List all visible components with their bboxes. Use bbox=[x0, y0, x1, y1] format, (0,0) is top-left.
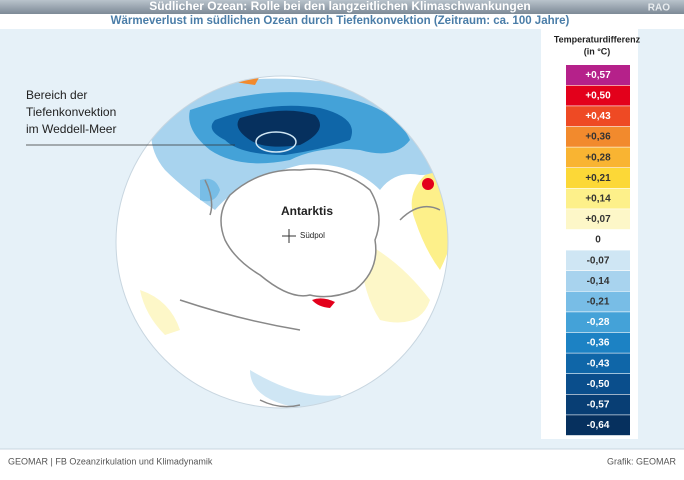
title-bar bbox=[0, 0, 684, 14]
legend-swatch bbox=[566, 106, 630, 127]
legend-label: -0,50 bbox=[587, 379, 610, 390]
legend-swatch bbox=[566, 85, 630, 106]
legend-label: 0 bbox=[595, 235, 601, 246]
pole-label: Südpol bbox=[300, 231, 325, 240]
legend-swatch bbox=[566, 250, 630, 271]
subtitle: Wärmeverlust im südlichen Ozean durch Ti… bbox=[111, 15, 570, 27]
tag: RAO bbox=[648, 3, 670, 14]
legend-title: Temperaturdifferenz bbox=[554, 34, 641, 44]
legend-label: +0,14 bbox=[585, 194, 611, 205]
legend-label: +0,07 bbox=[585, 214, 611, 225]
legend-label: -0,36 bbox=[587, 338, 610, 349]
legend-swatch bbox=[566, 65, 630, 85]
map bbox=[116, 76, 448, 408]
legend-swatch bbox=[566, 188, 630, 209]
annotation: im Weddell-Meer bbox=[26, 122, 116, 136]
legend-swatch bbox=[566, 147, 630, 168]
legend-label: -0,14 bbox=[587, 276, 610, 287]
legend-label: +0,43 bbox=[585, 111, 611, 122]
legend-swatch bbox=[566, 394, 630, 415]
legend-swatch bbox=[566, 332, 630, 353]
legend-label: -0,28 bbox=[587, 317, 610, 328]
legend-swatch bbox=[566, 353, 630, 374]
legend-label: -0,43 bbox=[587, 358, 610, 369]
legend-label: -0,21 bbox=[587, 297, 610, 308]
annotation: Tiefenkonvektion bbox=[26, 105, 116, 119]
warm-spot bbox=[312, 298, 335, 308]
legend-label: +0,50 bbox=[585, 91, 611, 102]
title: Südlicher Ozean: Rolle bei den langzeitl… bbox=[149, 0, 530, 13]
legend-swatch bbox=[566, 291, 630, 312]
annotation: Bereich der bbox=[26, 88, 87, 102]
coastlines bbox=[179, 179, 441, 408]
legend-swatch bbox=[566, 271, 630, 291]
footer-right: Grafik: GEOMAR bbox=[607, 456, 677, 466]
legend-swatch bbox=[566, 229, 630, 250]
legend-swatch bbox=[566, 415, 630, 436]
legend-title: (in °C) bbox=[584, 46, 611, 56]
legend-label: +0,21 bbox=[585, 173, 611, 184]
continent-label: Antarktis bbox=[281, 204, 333, 218]
legend-swatch bbox=[566, 209, 630, 230]
footer-left: GEOMAR | FB Ozeanzirkulation und Klimady… bbox=[8, 456, 213, 466]
legend-swatch bbox=[566, 312, 630, 333]
antarctica bbox=[220, 168, 380, 298]
legend-swatch bbox=[566, 374, 630, 394]
legend: +0,57 +0,50 +0,43 +0,36 +0,28 +0,21 +0,14 +0,07… bbox=[566, 65, 630, 436]
legend-label: -0,07 bbox=[587, 255, 610, 266]
globe-outline bbox=[115, 75, 449, 409]
legend-label: -0,57 bbox=[587, 400, 610, 411]
legend-label: +0,28 bbox=[585, 152, 611, 163]
legend-swatch bbox=[566, 126, 630, 147]
legend-swatch bbox=[566, 168, 630, 188]
pole-marker bbox=[282, 229, 296, 243]
legend-label: -0,64 bbox=[587, 420, 610, 431]
legend-label: +0,57 bbox=[585, 70, 611, 81]
legend-label: +0,36 bbox=[585, 132, 611, 143]
